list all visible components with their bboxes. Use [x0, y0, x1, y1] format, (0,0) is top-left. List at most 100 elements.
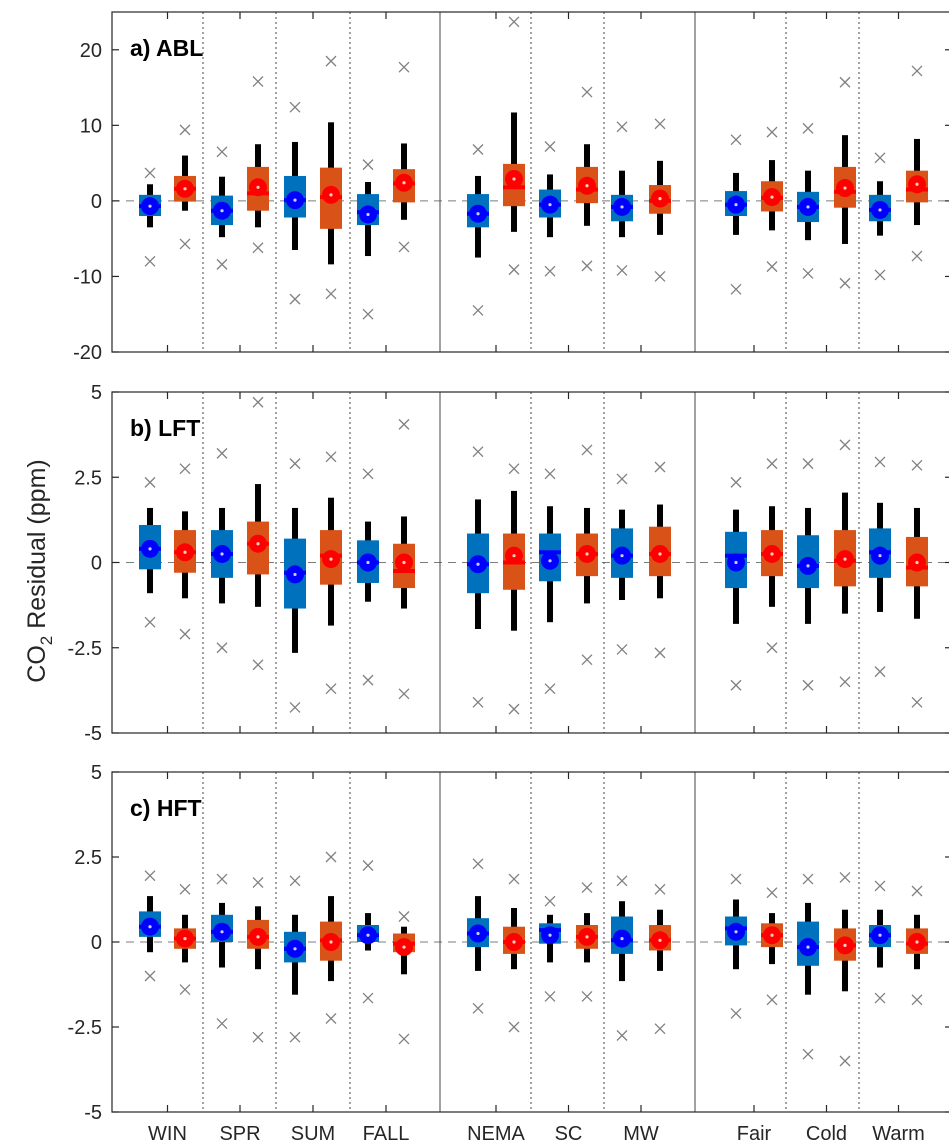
box-Warm-series-2 [906, 65, 928, 262]
mean-marker-center [878, 933, 882, 937]
outlier-marker [654, 647, 666, 659]
mean-marker-center [148, 204, 152, 208]
mean-marker-center [293, 572, 297, 577]
outlier-marker [730, 1007, 742, 1019]
mean-marker-center [148, 925, 152, 929]
box-NEMA-series-1 [467, 144, 489, 316]
box-Fair-series-1 [725, 134, 747, 295]
mean-marker-center [843, 557, 847, 561]
outlier-marker [654, 461, 666, 473]
mean-marker-center [329, 193, 333, 197]
y-tick-label: 10 [80, 115, 102, 137]
mean-marker-center [620, 205, 624, 209]
outlier-marker [766, 994, 778, 1006]
box-Fair-series-2 [761, 887, 783, 1006]
box-Cold-series-2 [834, 76, 856, 289]
outlier-marker [144, 167, 156, 179]
box-MW-series-1 [611, 121, 633, 276]
box-NEMA-series-2 [503, 463, 525, 715]
outlier-marker [472, 696, 484, 708]
box-Warm-series-2 [906, 885, 928, 1006]
box-MW-series-2 [649, 461, 671, 659]
y-tick-label: -5 [84, 723, 102, 745]
y-axis-label-main: CO [23, 645, 51, 683]
mean-marker-center [183, 550, 187, 554]
outlier-marker [289, 701, 301, 713]
panel-3: -5 -2.5 0 2.5 5 c) HFT [68, 762, 949, 1124]
box-MW-series-1 [611, 473, 633, 655]
outlier-marker [362, 992, 374, 1004]
outlier-marker [911, 885, 923, 897]
box-SPR-series-1 [211, 447, 233, 654]
panels: -20 -10 0 10 20 a) ABL -5 -2.5 0 2.5 5 b) LFT -5 -2.5… [68, 11, 949, 1124]
x-tick-label-WIN: WIN [148, 1123, 187, 1145]
mean-marker-center [148, 547, 152, 551]
outlier-marker [216, 642, 228, 654]
box-SUM-series-2 [320, 451, 342, 695]
mean-marker-center [770, 195, 774, 199]
panel-2: -5 -2.5 0 2.5 5 b) LFT [68, 382, 949, 745]
mean-marker-center [293, 198, 297, 202]
outlier-marker [544, 468, 556, 480]
mean-marker-center [658, 552, 662, 556]
mean-marker-center [843, 186, 847, 190]
panel-label: a) ABL [130, 35, 203, 61]
mean-marker-center [806, 205, 810, 209]
outlier-marker [179, 463, 191, 475]
outlier-marker [616, 875, 628, 887]
outlier-marker [874, 666, 886, 678]
outlier-marker [216, 258, 228, 270]
axes-frame [111, 11, 949, 353]
mean-marker-center [329, 940, 333, 944]
mean-marker-center [476, 931, 480, 936]
outlier-marker [472, 1002, 484, 1014]
box-Warm-series-1 [869, 456, 891, 678]
box-WIN-series-1 [139, 870, 161, 982]
box-Cold-series-1 [797, 873, 819, 1060]
outlier-marker [581, 882, 593, 894]
box-Cold-series-2 [834, 871, 856, 1067]
y-tick-label: -20 [73, 342, 102, 364]
outlier-marker [472, 304, 484, 316]
box-FALL-series-2 [393, 418, 415, 700]
panel-1: -20 -10 0 10 20 a) ABL [73, 11, 949, 364]
y-axis-label-rest: Residual (ppm) [23, 459, 51, 635]
box-Fair-series-2 [761, 126, 783, 273]
mean-marker-center [183, 937, 187, 941]
mean-marker-center [620, 554, 624, 558]
box-WIN-series-1 [139, 167, 161, 267]
box-NEMA-series-2 [503, 16, 525, 276]
mean-marker-center [293, 947, 297, 951]
outlier-marker [289, 101, 301, 113]
outlier-marker [144, 476, 156, 488]
mean-marker-center [548, 933, 552, 937]
outlier-marker [508, 1021, 520, 1033]
box-Cold-series-1 [797, 122, 819, 279]
outlier-marker [766, 458, 778, 470]
outlier-marker [581, 444, 593, 456]
outlier-marker [874, 269, 886, 281]
mean-marker-center [734, 930, 738, 934]
x-tick-label-NEMA: NEMA [467, 1123, 525, 1145]
box-SUM-series-2 [320, 55, 342, 300]
outlier-marker [398, 911, 410, 922]
outlier-marker [911, 65, 923, 77]
mean-marker-center [512, 554, 516, 558]
outlier-marker [654, 1023, 666, 1035]
box-MW-series-2 [649, 118, 671, 282]
outlier-marker [802, 873, 814, 885]
box-WIN-series-2 [174, 463, 196, 640]
box-WIN-series-2 [174, 124, 196, 250]
x-tick-label-SUM: SUM [291, 1123, 335, 1145]
outlier-marker [508, 703, 520, 715]
outlier-marker [508, 16, 520, 28]
outlier-marker [911, 459, 923, 471]
box-SC-series-1 [539, 141, 561, 277]
mean-marker-center [843, 943, 847, 948]
y-tick-label: -2.5 [68, 638, 102, 660]
y-axis-label-subscript: 2 [37, 636, 56, 645]
mean-marker-center [512, 177, 516, 181]
box-SC-series-2 [576, 882, 598, 1002]
outlier-marker [398, 418, 410, 430]
